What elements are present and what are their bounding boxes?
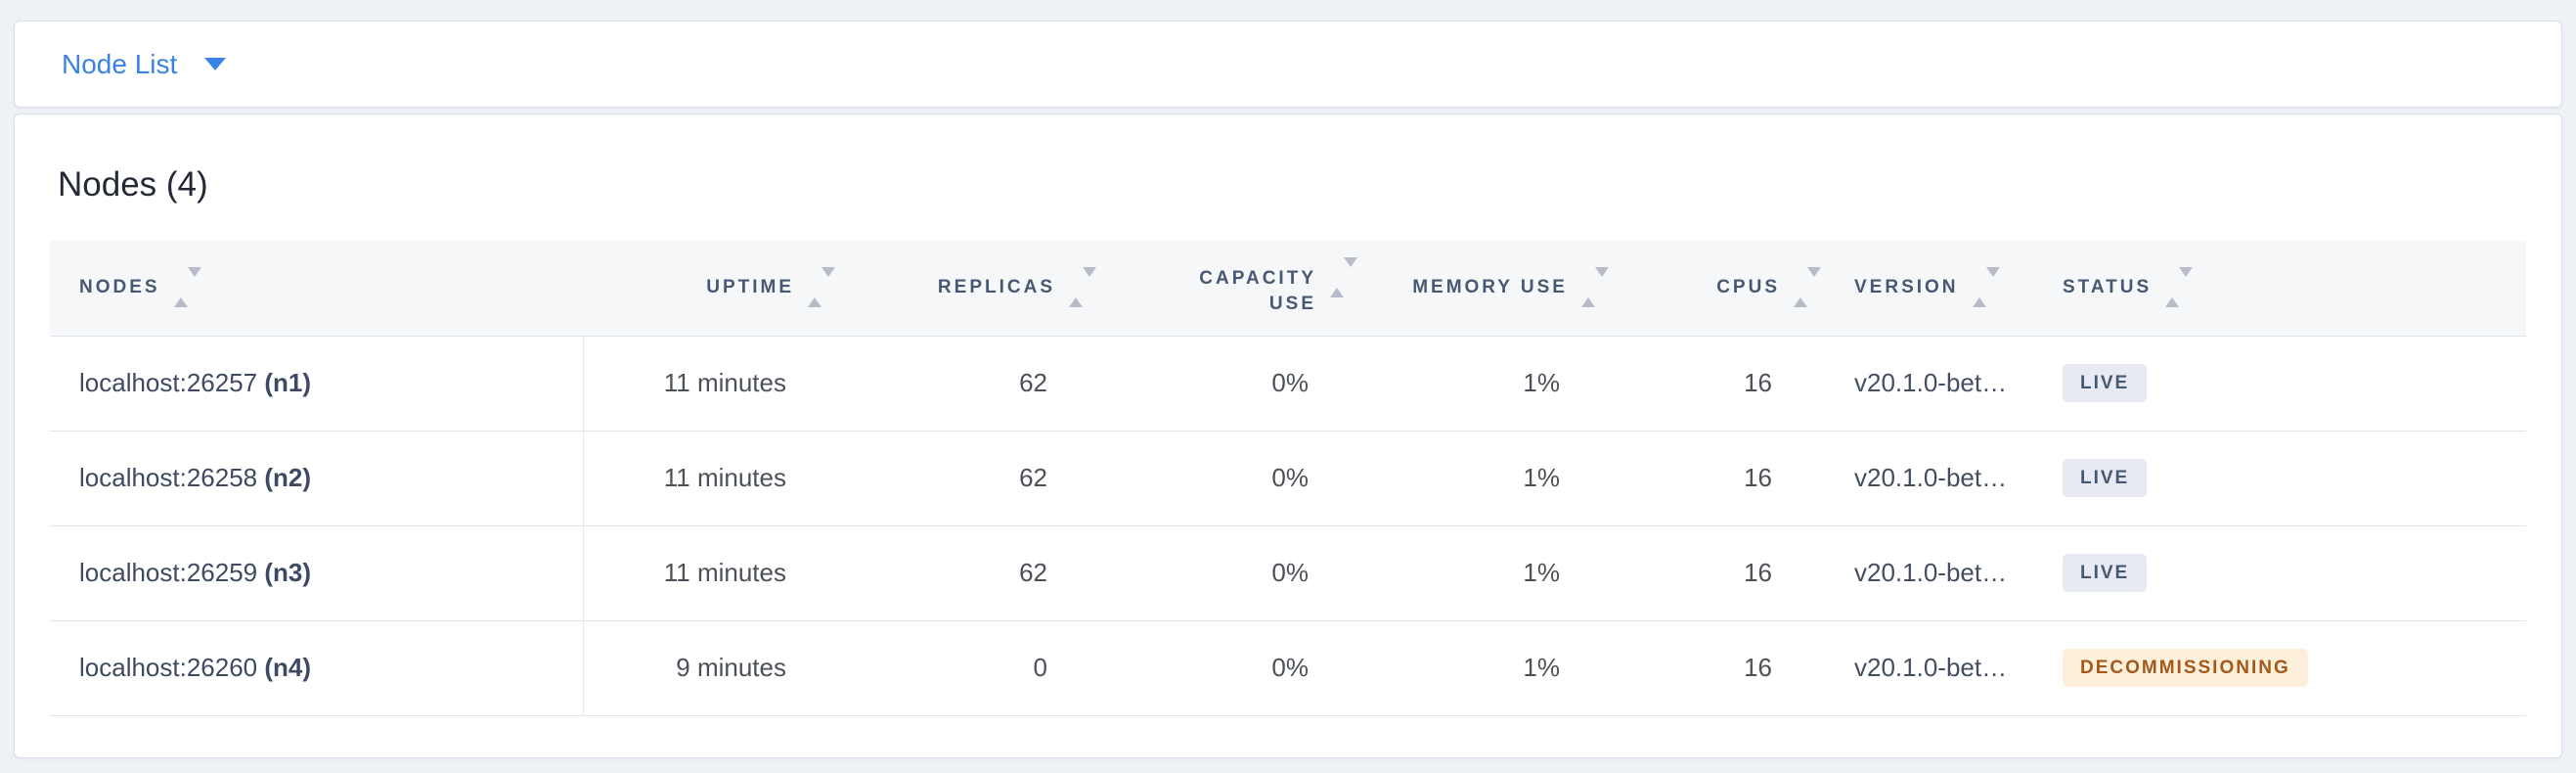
- node-id: (n3): [264, 558, 312, 587]
- capacity-use-cell: 0%: [1083, 431, 1344, 526]
- replicas-cell: 0: [822, 620, 1083, 716]
- status-badge: Decommissioning: [2063, 649, 2308, 687]
- node-address: localhost:26258: [79, 463, 258, 492]
- column-header-nodes[interactable]: Nodes: [50, 241, 583, 337]
- sort-icon: [1581, 267, 1609, 308]
- status-badge: Live: [2063, 459, 2148, 497]
- nodes-table: Nodes Uptime Replicas: [50, 241, 2526, 716]
- uptime-cell: 11 minutes: [583, 525, 822, 621]
- node-address: localhost:26257: [79, 368, 258, 397]
- version-cell: v20.1.0-bet…: [1807, 620, 2016, 716]
- version-cell: v20.1.0-bet…: [1807, 431, 2016, 526]
- sort-icon: [1069, 267, 1096, 308]
- capacity-use-cell: 0%: [1083, 525, 1344, 621]
- column-header-replicas[interactable]: Replicas: [822, 241, 1096, 337]
- column-header-memory-use[interactable]: Memory Use: [1344, 241, 1609, 337]
- memory-use-cell: 1%: [1344, 620, 1595, 716]
- node-address: localhost:26259: [79, 558, 258, 587]
- memory-use-cell: 1%: [1344, 525, 1595, 621]
- cpus-cell: 16: [1595, 525, 1807, 621]
- column-header-cpus[interactable]: CPUs: [1595, 241, 1821, 337]
- column-header-capacity-use[interactable]: Capacity Use: [1083, 241, 1357, 337]
- sort-icon: [1972, 267, 2000, 308]
- uptime-cell: 11 minutes: [583, 336, 822, 432]
- capacity-use-cell: 0%: [1083, 620, 1344, 716]
- caret-down-icon: [204, 58, 227, 70]
- nodes-card: Nodes (4) Nodes Uptime: [14, 114, 2562, 758]
- column-header-uptime[interactable]: Uptime: [583, 241, 835, 337]
- version-cell: v20.1.0-bet…: [1807, 336, 2016, 432]
- table-header-row: Nodes Uptime Replicas: [50, 241, 2526, 337]
- table-row: localhost:26259 (n3) 11 minutes 62 0% 1%…: [50, 525, 2526, 621]
- sort-icon: [1794, 267, 1821, 308]
- view-selector-bar: Node List: [14, 21, 2562, 108]
- memory-use-cell: 1%: [1344, 336, 1595, 432]
- node-id: (n2): [264, 463, 312, 492]
- node-id: (n4): [264, 653, 312, 682]
- uptime-cell: 9 minutes: [583, 620, 822, 716]
- version-cell: v20.1.0-bet…: [1807, 525, 2016, 621]
- sort-icon: [1330, 257, 1357, 297]
- cpus-cell: 16: [1595, 336, 1807, 432]
- page-title: Nodes (4): [58, 165, 208, 204]
- column-header-status[interactable]: Status: [2016, 241, 2526, 337]
- column-header-version[interactable]: Version: [1807, 241, 2016, 337]
- cpus-cell: 16: [1595, 431, 1807, 526]
- sort-icon: [2165, 267, 2194, 308]
- node-address: localhost:26260: [79, 653, 258, 682]
- node-list-dropdown-label: Node List: [62, 48, 178, 79]
- node-list-dropdown[interactable]: Node List: [62, 48, 227, 79]
- table-row: localhost:26258 (n2) 11 minutes 62 0% 1%…: [50, 431, 2526, 526]
- status-badge: Live: [2063, 364, 2148, 402]
- sort-icon: [173, 267, 201, 308]
- table-row: localhost:26260 (n4) 9 minutes 0 0% 1% 1…: [50, 620, 2526, 716]
- replicas-cell: 62: [822, 525, 1083, 621]
- sort-icon: [808, 267, 835, 308]
- replicas-cell: 62: [822, 336, 1083, 432]
- cpus-cell: 16: [1595, 620, 1807, 716]
- table-row: localhost:26257 (n1) 11 minutes 62 0% 1%…: [50, 336, 2526, 432]
- node-id: (n1): [264, 368, 312, 397]
- uptime-cell: 11 minutes: [583, 431, 822, 526]
- capacity-use-cell: 0%: [1083, 336, 1344, 432]
- replicas-cell: 62: [822, 431, 1083, 526]
- memory-use-cell: 1%: [1344, 431, 1595, 526]
- status-badge: Live: [2063, 554, 2148, 592]
